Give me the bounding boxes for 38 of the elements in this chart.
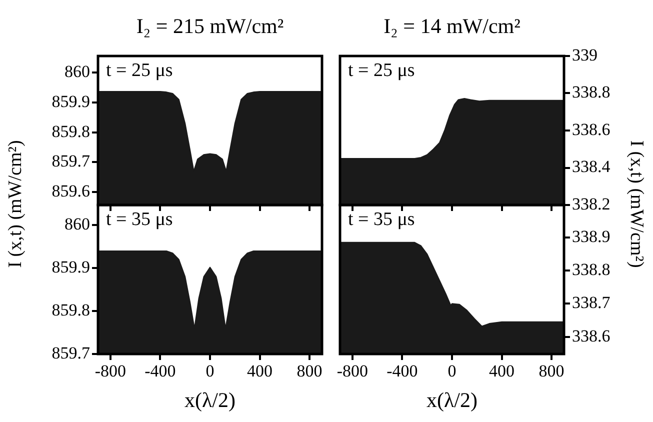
x-tick-label: 400 [247,362,273,381]
y-tick-label: 859.7 [52,152,90,171]
annotation: t = 35 μs [106,209,173,230]
x-tick-label: -400 [144,362,176,381]
x-tick-label: -800 [94,362,126,381]
y-tick-label: 859.9 [52,92,90,111]
y-tick-label: 338.6 [572,120,610,139]
y-tick-label: 859.6 [52,181,90,200]
y-tick-label: 338.8 [572,260,610,280]
x-tick-label: 0 [448,362,456,381]
y-tick-label: 339 [572,45,598,64]
y-tick-label: 338.8 [572,82,610,102]
x-axis-title: x(λ/2) [425,388,478,413]
y-tick-label: 338.9 [572,226,610,246]
y-tick-label: 338.2 [572,194,610,214]
y-tick-label: 338.7 [572,293,611,312]
x-tick-label: 400 [489,362,515,381]
x-axis-title: x(λ/2) [183,388,236,413]
y-tick-label: 859.7 [52,343,90,362]
x-tick-label: 800 [296,362,322,381]
chart-title: I₂ = 14 mW/cm² [382,14,522,39]
y-tick-label: 860 [64,214,90,234]
y-tick-label: 338.6 [572,326,610,346]
x-tick-label: -400 [386,362,418,381]
chart-title: I₂ = 215 mW/cm² [135,14,285,39]
annotation: t = 25 μs [348,60,415,81]
x-tick-label: -800 [336,362,368,381]
y-tick-label: 859.8 [52,300,90,320]
x-tick-label: 0 [206,362,214,381]
annotation: t = 35 μs [348,209,415,230]
y-tick-label: 859.8 [52,122,90,141]
y-tick-label: 860 [64,62,90,82]
y-tick-label: 338.4 [572,157,611,176]
y-axis-title: I (x,t) (mW/cm²) [5,139,27,270]
x-tick-label: 800 [538,362,564,381]
y-tick-label: 859.9 [52,258,90,277]
y-axis-title: I (x,t) (mW/cm²) [625,139,647,270]
annotation: t = 25 μs [106,60,173,81]
